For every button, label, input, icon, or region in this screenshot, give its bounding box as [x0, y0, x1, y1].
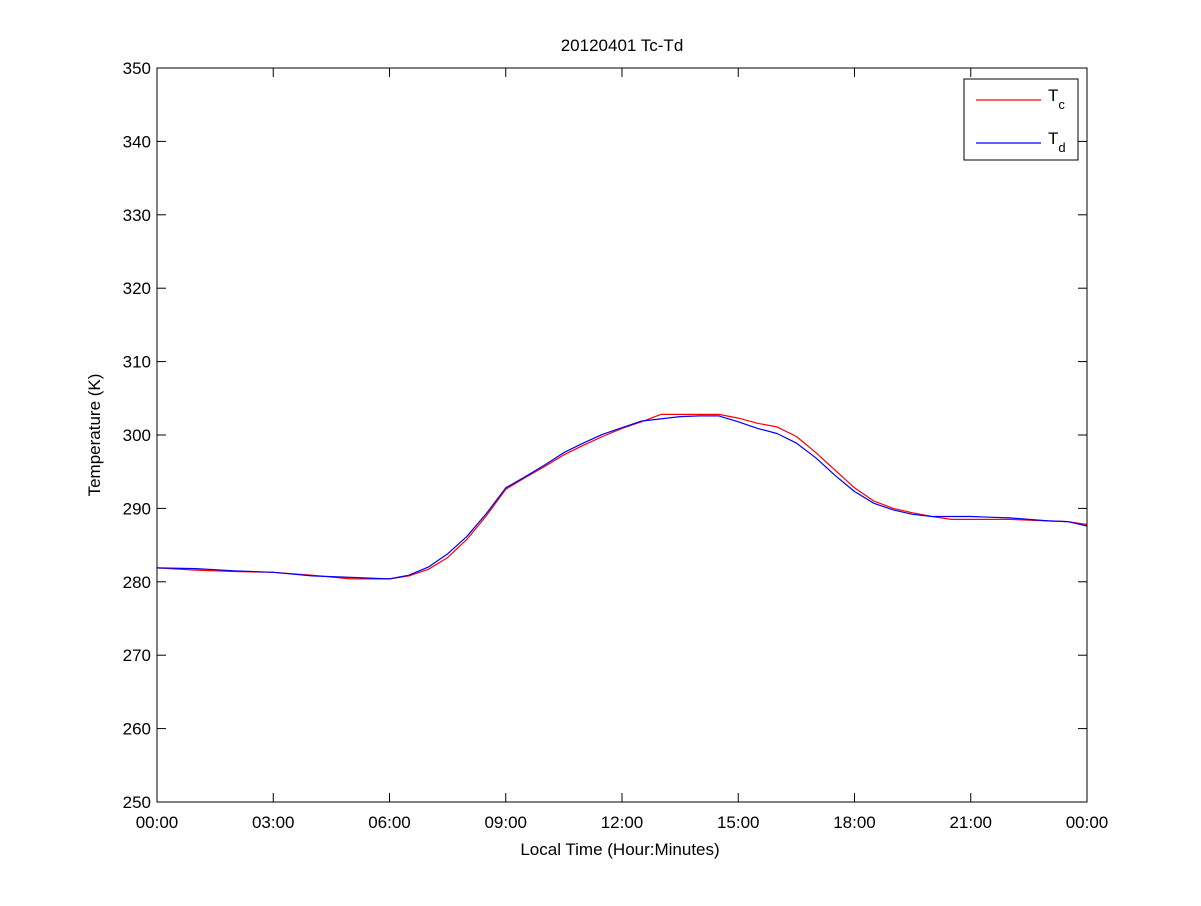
x-tick-label: 06:00: [368, 813, 411, 832]
x-tick-label: 00:00: [1066, 813, 1109, 832]
y-tick-label: 320: [123, 279, 151, 298]
y-tick-label: 280: [123, 573, 151, 592]
x-tick-label: 03:00: [252, 813, 295, 832]
x-tick-label: 00:00: [136, 813, 179, 832]
x-tick-label: 15:00: [717, 813, 760, 832]
y-tick-label: 270: [123, 646, 151, 665]
x-tick-label: 18:00: [833, 813, 876, 832]
axis-ticks: 00:00 03:00 06:00 09:00 12:00 15:00 18:00 21:00…: [123, 59, 1109, 832]
plot-area: [156, 413, 1088, 580]
y-tick-label: 310: [123, 353, 151, 372]
y-tick-label: 330: [123, 206, 151, 225]
y-tick-label: 300: [123, 426, 151, 445]
series-line-d: [156, 415, 1088, 580]
y-tick-label: 260: [123, 720, 151, 739]
series-line-c: [156, 413, 1088, 580]
y-tick-label: 290: [123, 499, 151, 518]
x-tick-label: 12:00: [601, 813, 644, 832]
chart-title: 20120401 Tc-Td: [561, 36, 684, 55]
y-axis-label: Temperature (K): [85, 374, 104, 497]
legend-box: [963, 78, 1079, 161]
y-tick-label: 350: [123, 59, 151, 78]
x-tick-label: 09:00: [484, 813, 527, 832]
x-axis-label: Local Time (Hour:Minutes): [520, 840, 719, 859]
y-tick-label: 250: [123, 793, 151, 812]
y-tick-label: 340: [123, 132, 151, 151]
x-tick-label: 21:00: [949, 813, 992, 832]
